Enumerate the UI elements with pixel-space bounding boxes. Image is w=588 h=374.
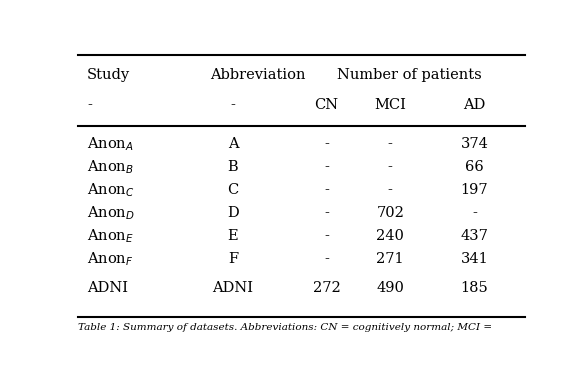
Text: -: - [387,137,393,151]
Text: 271: 271 [376,252,404,266]
Text: D: D [227,206,239,220]
Text: AD: AD [463,98,486,112]
Text: -: - [387,160,393,174]
Text: -: - [324,160,329,174]
Text: -: - [472,206,477,220]
Text: Anon$_{E}$: Anon$_{E}$ [87,227,134,245]
Text: 185: 185 [460,281,489,295]
Text: Anon$_{F}$: Anon$_{F}$ [87,251,133,268]
Text: E: E [228,229,238,243]
Text: -: - [324,137,329,151]
Text: F: F [228,252,238,266]
Text: -: - [324,183,329,197]
Text: Number of patients: Number of patients [337,68,482,82]
Text: 197: 197 [461,183,488,197]
Text: Anon$_{A}$: Anon$_{A}$ [87,135,134,153]
Text: A: A [228,137,238,151]
Text: ADNI: ADNI [212,281,253,295]
Text: 341: 341 [460,252,489,266]
Text: 240: 240 [376,229,404,243]
Text: -: - [87,98,92,112]
Text: CN: CN [315,98,339,112]
Text: 702: 702 [376,206,404,220]
Text: Anon$_{B}$: Anon$_{B}$ [87,159,134,176]
Text: -: - [387,183,393,197]
Text: -: - [230,98,235,112]
Text: 66: 66 [465,160,484,174]
Text: -: - [324,252,329,266]
Text: Abbreviation: Abbreviation [211,68,306,82]
Text: -: - [324,206,329,220]
Text: ADNI: ADNI [87,281,128,295]
Text: Anon$_{C}$: Anon$_{C}$ [87,181,135,199]
Text: -: - [324,229,329,243]
Text: 437: 437 [460,229,489,243]
Text: Study: Study [87,68,131,82]
Text: 374: 374 [460,137,489,151]
Text: C: C [228,183,239,197]
Text: Table 1: Summary of datasets. Abbreviations: CN = cognitively normal; MCI =: Table 1: Summary of datasets. Abbreviati… [78,323,492,332]
Text: B: B [228,160,238,174]
Text: Anon$_{D}$: Anon$_{D}$ [87,205,135,222]
Text: 490: 490 [376,281,404,295]
Text: MCI: MCI [375,98,406,112]
Text: 272: 272 [313,281,340,295]
